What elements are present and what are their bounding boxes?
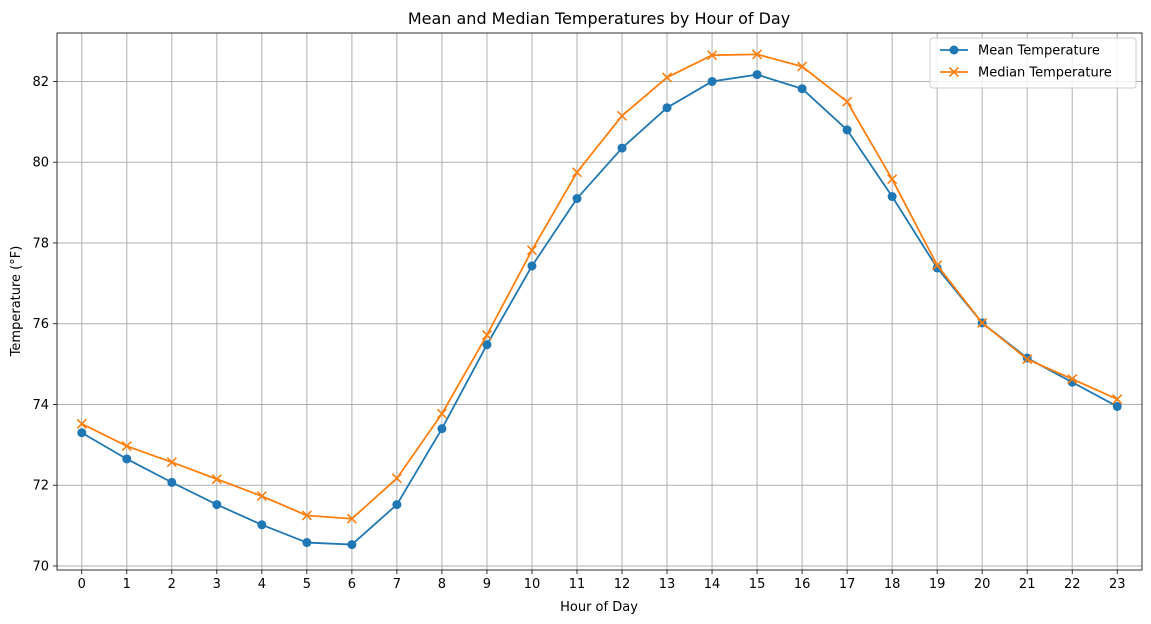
data-point-median-temperature bbox=[1112, 394, 1123, 405]
data-point-mean-temperature bbox=[527, 261, 537, 271]
data-point-mean-temperature bbox=[167, 477, 177, 487]
data-point-median-temperature bbox=[76, 418, 87, 429]
grid bbox=[57, 33, 1142, 570]
data-point-mean-temperature bbox=[77, 428, 87, 438]
data-point-median-temperature bbox=[1022, 354, 1033, 365]
data-point-median-temperature bbox=[1067, 373, 1078, 385]
data-point-mean-temperature bbox=[572, 194, 582, 204]
plot-frame bbox=[56, 32, 1143, 571]
x-tick-label: 19 bbox=[929, 577, 946, 592]
data-point-median-temperature bbox=[166, 457, 177, 468]
data-point-median-temperature bbox=[887, 174, 898, 185]
data-point-median-temperature bbox=[661, 72, 673, 83]
data-point-median-temperature bbox=[526, 245, 538, 256]
data-point-mean-temperature bbox=[617, 143, 627, 153]
y-tick-label: 72 bbox=[32, 479, 49, 494]
x-tick-label: 1 bbox=[123, 577, 131, 592]
legend-entry-mean-temperature: Mean Temperature bbox=[940, 44, 1100, 59]
data-point-mean-temperature bbox=[842, 125, 852, 135]
x-tick-label: 0 bbox=[78, 577, 86, 592]
data-point-mean-temperature bbox=[212, 500, 222, 510]
data-point-mean-temperature bbox=[302, 538, 312, 548]
x-tick-label: 7 bbox=[393, 577, 401, 592]
data-point-mean-temperature bbox=[1112, 401, 1122, 411]
x-tick-label: 2 bbox=[168, 577, 176, 592]
x-tick-label: 18 bbox=[884, 577, 901, 592]
data-point-mean-temperature bbox=[347, 540, 357, 550]
data-point-median-temperature bbox=[977, 317, 988, 328]
x-tick-label: 14 bbox=[704, 577, 721, 592]
data-point-median-temperature bbox=[797, 61, 808, 72]
x-tick-label: 20 bbox=[974, 577, 991, 592]
y-tick-label: 78 bbox=[32, 236, 49, 251]
data-point-median-temperature bbox=[752, 49, 763, 60]
series-mean-temperature bbox=[77, 70, 1122, 550]
x-tick-label: 4 bbox=[258, 577, 266, 592]
data-point-mean-temperature bbox=[752, 70, 762, 80]
legend-swatch-marker bbox=[948, 66, 960, 78]
x-axis: 0 1 2 3 4 5 6 7 8 9 10 11 12 13 14 15 16 17 18 19 20 21 22 23 bbox=[78, 570, 1126, 592]
data-point-mean-temperature bbox=[932, 263, 942, 273]
data-point-median-temperature bbox=[436, 408, 447, 419]
x-tick-label: 10 bbox=[524, 577, 541, 592]
data-point-median-temperature bbox=[391, 473, 402, 484]
data-point-mean-temperature bbox=[887, 192, 897, 202]
x-tick-label: 11 bbox=[569, 577, 586, 592]
x-tick-label: 22 bbox=[1064, 577, 1081, 592]
x-tick-label: 12 bbox=[614, 577, 631, 592]
data-point-median-temperature bbox=[616, 110, 628, 121]
x-axis-label: Hour of Day bbox=[560, 600, 638, 615]
x-tick-label: 17 bbox=[839, 577, 856, 592]
x-tick-label: 21 bbox=[1019, 577, 1036, 592]
x-tick-label: 9 bbox=[483, 577, 491, 592]
legend-box bbox=[929, 37, 1137, 89]
data-point-median-temperature bbox=[842, 96, 853, 107]
x-tick-label: 23 bbox=[1109, 577, 1126, 592]
data-point-median-temperature bbox=[571, 167, 583, 178]
data-point-mean-temperature bbox=[257, 520, 267, 530]
x-tick-label: 13 bbox=[659, 577, 676, 592]
series-line-mean-temperature bbox=[81, 73, 1118, 546]
data-point-mean-temperature bbox=[392, 500, 402, 510]
data-point-median-temperature bbox=[301, 510, 312, 521]
legend-entry-median-temperature: Median Temperature bbox=[940, 66, 1112, 81]
data-point-median-temperature bbox=[121, 440, 132, 452]
data-point-mean-temperature bbox=[122, 454, 132, 464]
y-tick-label: 80 bbox=[32, 156, 49, 171]
y-axis: 70 72 74 76 78 80 82 bbox=[32, 75, 57, 574]
legend: Mean Temperature Median Temperature bbox=[929, 37, 1137, 89]
data-point-mean-temperature bbox=[707, 76, 717, 86]
x-tick-label: 3 bbox=[213, 577, 221, 592]
data-point-median-temperature bbox=[706, 50, 718, 61]
series-median-temperature bbox=[76, 49, 1123, 524]
data-point-median-temperature bbox=[346, 513, 357, 524]
x-tick-label: 6 bbox=[348, 577, 356, 592]
legend-swatch-marker bbox=[949, 45, 959, 55]
y-tick-label: 82 bbox=[32, 75, 49, 90]
data-point-median-temperature bbox=[932, 260, 943, 271]
data-point-mean-temperature bbox=[437, 424, 447, 434]
x-tick-label: 15 bbox=[749, 577, 766, 592]
x-tick-label: 16 bbox=[794, 577, 811, 592]
data-point-mean-temperature bbox=[797, 84, 807, 94]
legend-label: Median Temperature bbox=[978, 66, 1112, 81]
x-tick-label: 8 bbox=[438, 577, 446, 592]
series-line-median-temperature bbox=[81, 53, 1118, 520]
legend-label: Mean Temperature bbox=[978, 44, 1100, 59]
x-tick-label: 5 bbox=[303, 577, 311, 592]
y-axis-label: Temperature (°F) bbox=[9, 246, 24, 358]
chart-title: Mean and Median Temperatures by Hour of … bbox=[408, 9, 790, 28]
data-point-median-temperature bbox=[211, 474, 222, 485]
data-point-median-temperature bbox=[256, 491, 267, 502]
data-point-median-temperature bbox=[481, 329, 493, 341]
data-point-mean-temperature bbox=[662, 103, 672, 113]
y-tick-label: 70 bbox=[32, 559, 49, 574]
y-tick-label: 76 bbox=[32, 317, 49, 332]
y-tick-label: 74 bbox=[32, 398, 49, 413]
data-point-mean-temperature bbox=[482, 340, 492, 350]
series-layer bbox=[76, 49, 1123, 550]
